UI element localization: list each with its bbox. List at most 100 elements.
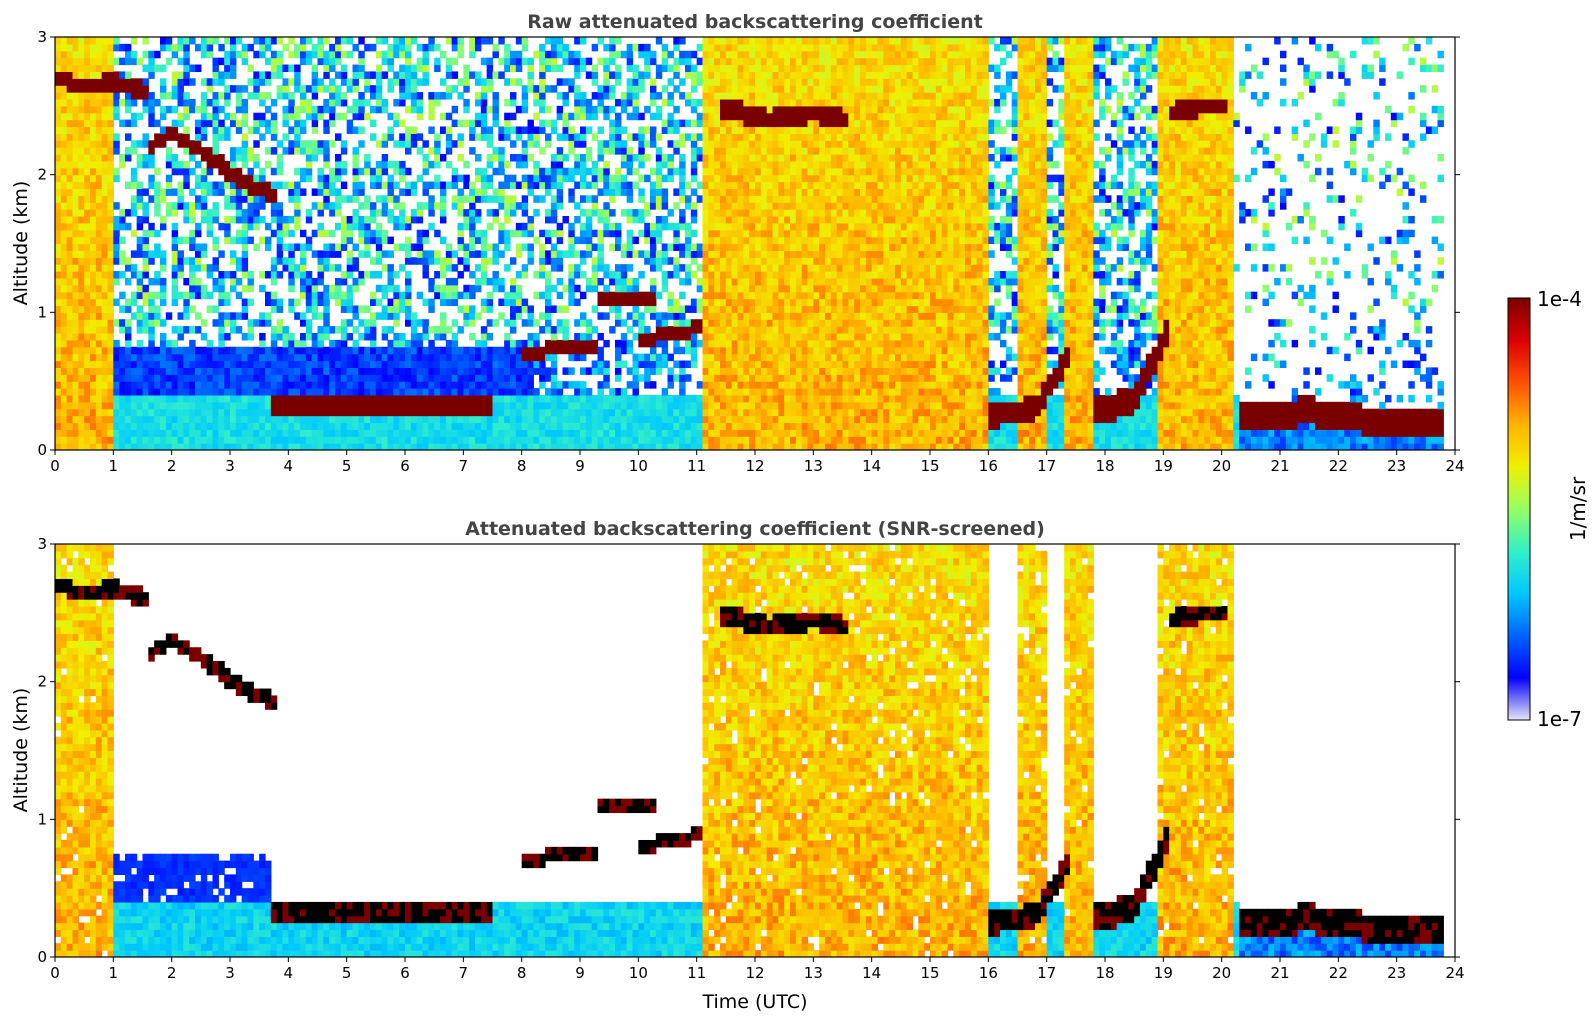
heatmap-cell [632, 181, 639, 190]
heatmap-cell [533, 346, 540, 355]
heatmap-cell [101, 147, 109, 155]
heatmap-cell [66, 298, 74, 307]
heatmap-cell [731, 291, 739, 300]
heatmap-cell [66, 319, 74, 327]
heatmap-cell [667, 436, 674, 444]
heatmap-cell [451, 353, 459, 362]
heatmap-cell [638, 326, 645, 334]
heatmap-cell [288, 339, 295, 348]
heatmap-cell [113, 105, 120, 114]
heatmap-cell [165, 209, 173, 217]
heatmap-cell [329, 360, 336, 368]
heatmap-cell [311, 154, 319, 162]
heatmap-cell [259, 181, 266, 190]
heatmap-cell [259, 360, 266, 368]
heatmap-cell [405, 360, 412, 368]
heatmap-cell [480, 443, 488, 450]
heatmap-cell [539, 57, 546, 66]
heatmap-cell [270, 339, 278, 348]
heatmap-cell [119, 271, 126, 279]
heatmap-cell [515, 229, 523, 238]
heatmap-cell [632, 319, 639, 327]
heatmap-cell [597, 257, 604, 265]
heatmap-cell [323, 367, 330, 375]
heatmap-cell [189, 291, 196, 300]
heatmap-cell [696, 264, 704, 272]
heatmap-cell [679, 436, 686, 444]
heatmap-cell [480, 167, 488, 176]
heatmap-cell [66, 57, 74, 66]
heatmap-cell [381, 140, 389, 148]
heatmap-cell [358, 394, 365, 403]
heatmap-cell [160, 257, 167, 265]
heatmap-cell [154, 408, 161, 417]
heatmap-cell [142, 229, 149, 238]
heatmap-cell [644, 174, 651, 183]
heatmap-cell [492, 50, 499, 59]
heatmap-cell [329, 202, 336, 210]
heatmap-cell [381, 181, 389, 190]
heatmap-cell [300, 229, 307, 238]
heatmap-cell [585, 181, 593, 190]
heatmap-cell [375, 167, 383, 176]
heatmap-cell [66, 422, 74, 430]
heatmap-cell [550, 339, 558, 348]
heatmap-cell [480, 174, 488, 183]
heatmap-cell [171, 250, 179, 258]
heatmap-cell [690, 167, 698, 176]
heatmap-cell [714, 105, 721, 114]
heatmap-cell [183, 126, 190, 134]
heatmap-cell [475, 43, 482, 52]
heatmap-cell [329, 78, 336, 86]
heatmap-cell [177, 394, 184, 403]
heatmap-cell [510, 140, 517, 148]
heatmap-cell [708, 326, 715, 334]
heatmap-cell [661, 408, 669, 417]
heatmap-cell [259, 388, 266, 396]
heatmap-cell [667, 92, 674, 100]
heatmap-cell [107, 140, 114, 148]
heatmap-cell [329, 243, 336, 251]
heatmap-cell [230, 57, 237, 66]
heatmap-cell [393, 367, 400, 375]
heatmap-cell [323, 401, 330, 410]
heatmap-cell [574, 284, 581, 293]
heatmap-cell [247, 394, 254, 403]
heatmap-cell [101, 367, 109, 375]
heatmap-cell [387, 133, 394, 141]
heatmap-cell [690, 257, 698, 265]
heatmap-cell [136, 415, 144, 424]
heatmap-cell [410, 105, 418, 114]
heatmap-cell [60, 126, 68, 134]
heatmap-cell [527, 181, 534, 190]
heatmap-cell [720, 332, 727, 341]
heatmap-cell [457, 236, 464, 245]
heatmap-cell [638, 422, 645, 430]
heatmap-cell [661, 353, 669, 362]
heatmap-cell [340, 374, 348, 382]
heatmap-cell [200, 50, 208, 59]
heatmap-cell [154, 312, 161, 320]
heatmap-cell [451, 277, 459, 286]
heatmap-cell [399, 429, 406, 437]
heatmap-cell [241, 50, 249, 59]
heatmap-cell [597, 312, 604, 320]
heatmap-cell [486, 174, 494, 183]
heatmap-cell [154, 50, 161, 59]
heatmap-cell [78, 401, 85, 410]
heatmap-cell [585, 277, 593, 286]
heatmap-cell [329, 284, 336, 293]
heatmap-cell [84, 105, 91, 114]
heatmap-cell [737, 388, 744, 396]
heatmap-cell [725, 133, 733, 141]
heatmap-cell [492, 401, 499, 410]
heatmap-cell [200, 250, 208, 258]
heatmap-cell [218, 326, 225, 334]
heatmap-cell [55, 37, 62, 45]
heatmap-cell [690, 436, 698, 444]
heatmap-cell [486, 105, 494, 114]
heatmap-cell [171, 202, 179, 210]
heatmap-cell [95, 312, 103, 320]
heatmap-cell [620, 140, 628, 148]
heatmap-cell [160, 222, 167, 231]
